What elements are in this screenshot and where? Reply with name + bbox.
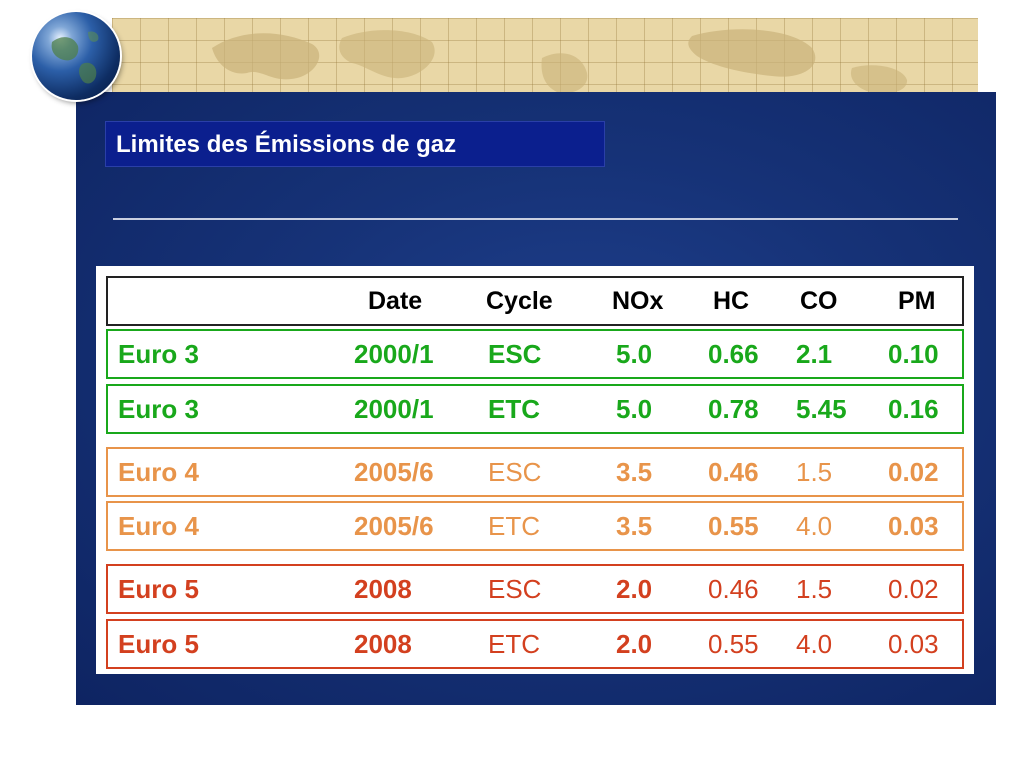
cell-hc: 0.55 (708, 628, 759, 659)
cell-pm: 0.03 (888, 510, 939, 541)
cell-nox: 2.0 (616, 573, 653, 604)
header-cell-pm: PM (898, 286, 936, 315)
cell-date: 2000/1 (354, 338, 434, 369)
cell-co: 1.5 (796, 573, 833, 604)
cell-nox: 2.0 (616, 628, 653, 659)
header-cell-hc: HC (713, 286, 750, 315)
cell-date: 2008 (354, 573, 412, 604)
cell-name: Euro 4 (118, 456, 199, 487)
table-header-row: Date Cycle NOx HC CO PM (106, 276, 964, 326)
cell-pm: 0.10 (888, 338, 939, 369)
world-map-graphic (212, 29, 908, 94)
cell-cycle: ETC (488, 628, 540, 659)
cell-co: 4.0 (796, 510, 833, 541)
cell-hc: 0.46 (708, 573, 759, 604)
cell-hc: 0.46 (708, 456, 759, 487)
cell-cycle: ESC (488, 456, 542, 487)
cell-co: 4.0 (796, 628, 833, 659)
header-cell-cycle: Cycle (486, 286, 553, 315)
table-row: Euro 4 2005/6 ESC 3.5 0.46 1.5 0.02 (106, 447, 964, 497)
cell-name: Euro 3 (118, 338, 199, 369)
header-cell-nox: NOx (612, 286, 664, 315)
cell-name: Euro 4 (118, 510, 199, 541)
header-cell-co: CO (800, 286, 838, 315)
cell-co: 5.45 (796, 393, 847, 424)
slide-title: Limites des Émissions de gaz (116, 131, 457, 158)
cell-pm: 0.02 (888, 573, 939, 604)
cell-pm: 0.16 (888, 393, 939, 424)
cell-nox: 3.5 (616, 510, 653, 541)
cell-nox: 5.0 (616, 338, 653, 369)
cell-hc: 0.78 (708, 393, 759, 424)
globe-continents-graphic (51, 31, 99, 84)
table-row: Euro 5 2008 ESC 2.0 0.46 1.5 0.02 (106, 564, 964, 614)
title-box: Limites des Émissions de gaz (105, 121, 605, 167)
cell-cycle: ESC (488, 338, 542, 369)
cell-date: 2008 (354, 628, 412, 659)
table-row: Euro 3 2000/1 ETC 5.0 0.78 5.45 0.16 (106, 384, 964, 434)
cell-name: Euro 3 (118, 393, 199, 424)
cell-co: 1.5 (796, 456, 833, 487)
globe-logo (32, 12, 120, 100)
cell-pm: 0.03 (888, 628, 939, 659)
cell-date: 2000/1 (354, 393, 434, 424)
cell-date: 2005/6 (354, 456, 434, 487)
cell-co: 2.1 (796, 338, 833, 369)
cell-cycle: ETC (488, 510, 540, 541)
table-row: Euro 5 2008 ETC 2.0 0.55 4.0 0.03 (106, 619, 964, 669)
cell-nox: 3.5 (616, 456, 653, 487)
world-map-banner (112, 18, 978, 98)
cell-date: 2005/6 (354, 510, 434, 541)
table-row: Euro 4 2005/6 ETC 3.5 0.55 4.0 0.03 (106, 501, 964, 551)
title-divider (113, 218, 958, 220)
cell-name: Euro 5 (118, 573, 199, 604)
table-row: Euro 3 2000/1 ESC 5.0 0.66 2.1 0.10 (106, 329, 964, 379)
emissions-table: Date Cycle NOx HC CO PM Euro 3 2000/1 ES… (96, 266, 974, 674)
cell-cycle: ESC (488, 573, 542, 604)
cell-pm: 0.02 (888, 456, 939, 487)
cell-name: Euro 5 (118, 628, 199, 659)
cell-hc: 0.66 (708, 338, 759, 369)
cell-nox: 5.0 (616, 393, 653, 424)
header-cell-date: Date (368, 286, 423, 315)
cell-hc: 0.55 (708, 510, 759, 541)
cell-cycle: ETC (488, 393, 540, 424)
